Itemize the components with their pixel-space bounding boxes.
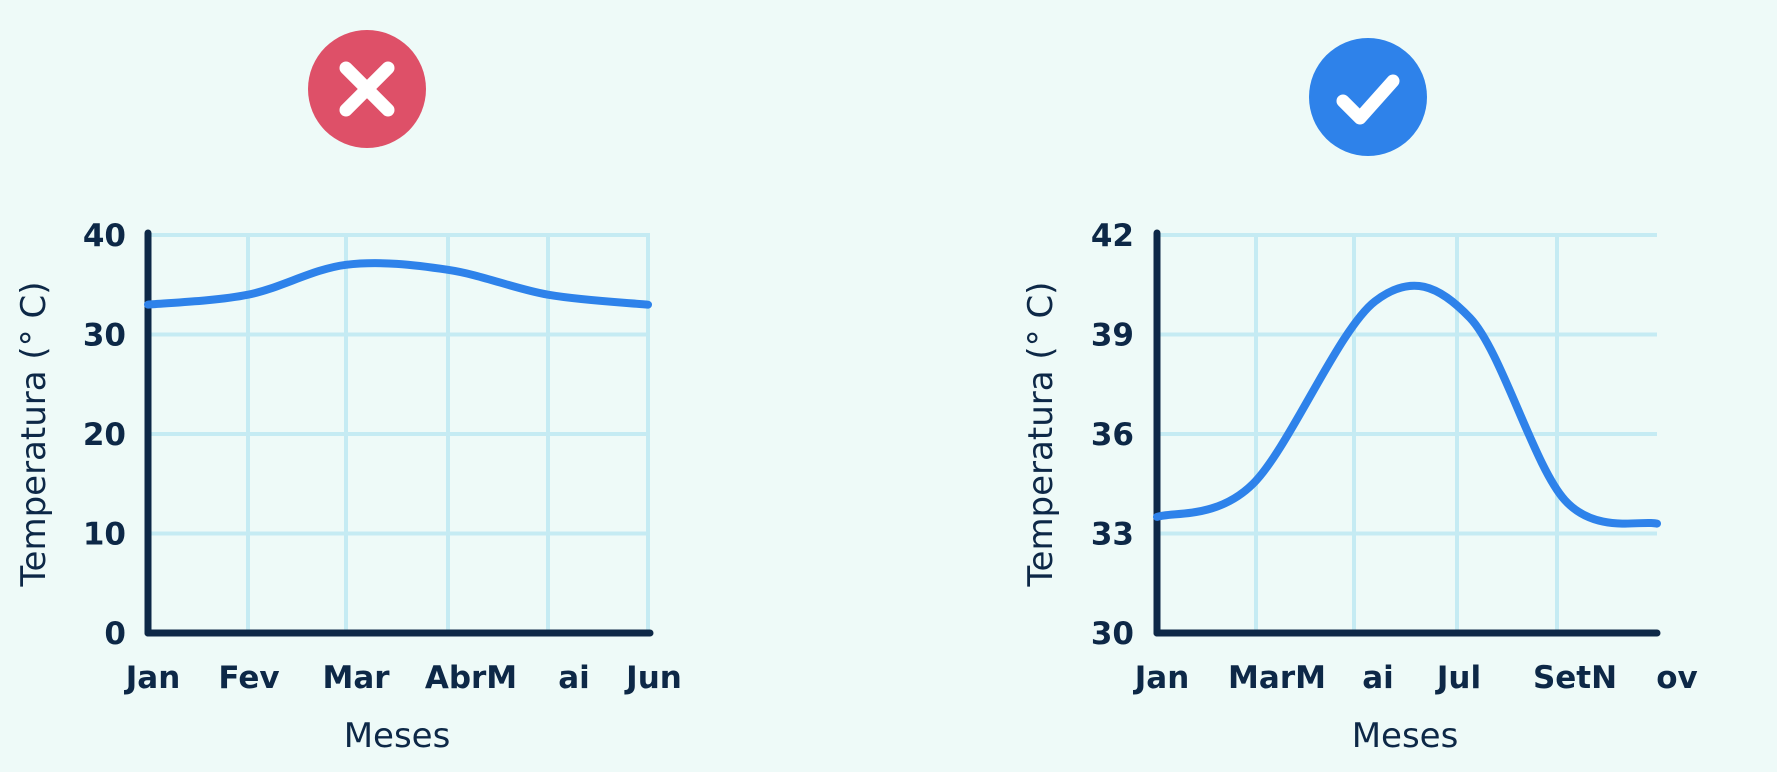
series-line xyxy=(1153,281,1661,528)
series-line xyxy=(144,259,652,309)
y-tick-label: 0 xyxy=(104,616,126,652)
x-tick-label: ai xyxy=(1362,660,1394,696)
x-tick-label: Jun xyxy=(624,660,682,696)
x-tick-label: Fev xyxy=(218,660,279,696)
x-tick-label: ov xyxy=(1656,660,1698,696)
x-tick-label: Jan xyxy=(1133,660,1190,696)
x-axis-title: Meses xyxy=(344,716,451,756)
incorrect-badge xyxy=(308,30,426,148)
y-tick-label: 20 xyxy=(83,417,126,453)
y-tick-label: 33 xyxy=(1091,517,1134,553)
y-axis-title: Temperatura (° C) xyxy=(1021,282,1061,588)
y-tick-label: 36 xyxy=(1091,417,1134,453)
correct-badge xyxy=(1309,38,1427,156)
x-tick-label: Jul xyxy=(1435,660,1481,696)
x-tick-label: ai xyxy=(558,660,590,696)
y-tick-label: 30 xyxy=(83,318,126,354)
chart-right: 30 33 36 39 42 Jan MarM ai Jul SetN ov Meses Tempera… xyxy=(1021,218,1698,756)
close-icon xyxy=(339,61,395,117)
check-icon xyxy=(1336,74,1400,125)
x-tick-label: MarM xyxy=(1228,660,1326,696)
y-tick-label: 10 xyxy=(83,517,126,553)
y-tick-label: 40 xyxy=(83,218,126,254)
x-tick-label: SetN xyxy=(1533,660,1617,696)
chart-left: 0 10 20 30 40 Jan Fev Mar AbrM ai Jun Meses Temperat… xyxy=(14,218,682,756)
x-tick-label: Jan xyxy=(124,660,181,696)
x-tick-label: AbrM xyxy=(425,660,517,696)
y-tick-label: 42 xyxy=(1091,218,1134,254)
correct-badge-circle xyxy=(1309,38,1427,156)
y-tick-label: 30 xyxy=(1091,616,1134,652)
y-axis-title: Temperatura (° C) xyxy=(14,282,54,588)
y-tick-label: 39 xyxy=(1091,318,1134,354)
x-axis-title: Meses xyxy=(1352,716,1459,756)
x-tick-label: Mar xyxy=(322,660,390,696)
